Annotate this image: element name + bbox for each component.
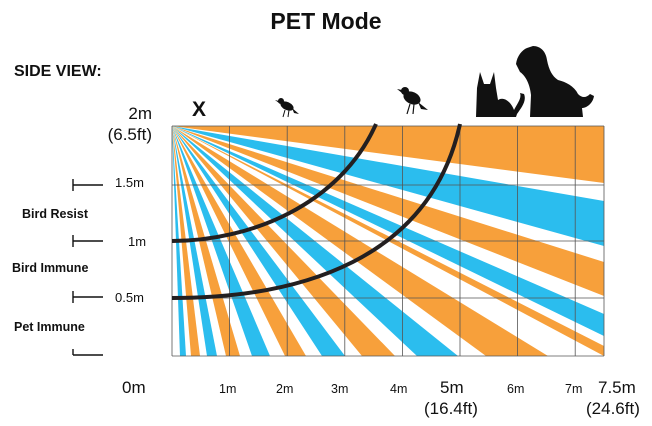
height-tick-label: 1.5m (115, 175, 144, 190)
detection-beam (172, 126, 604, 336)
zone-label-bird-immune: Bird Immune (12, 261, 89, 275)
x-end-label: 7.5m (598, 378, 636, 397)
x-tick-label-5m: 5m (440, 378, 464, 397)
scale-tick (72, 179, 103, 191)
height-tick-label: 0.5m (115, 290, 144, 305)
x-tick-label-5m-imperial: (16.4ft) (424, 399, 478, 418)
x-tick-label: 4m (390, 382, 408, 396)
zone-label-pet-immune: Pet Immune (14, 320, 85, 334)
dog-icon (516, 46, 594, 117)
x-origin-label: 0m (122, 378, 146, 397)
zone-label-bird-resist: Bird Resist (22, 207, 88, 221)
detection-beam (172, 126, 604, 296)
height-top-imperial-label: (6.5ft) (107, 125, 152, 144)
x-tick-label: 3m (331, 382, 349, 396)
side-view-label: SIDE VIEW: (14, 63, 102, 80)
detection-curve-near (171, 123, 378, 243)
detection-curves (171, 123, 462, 300)
scale-tick (72, 349, 103, 356)
height-top-label: 2m (128, 104, 152, 123)
x-tick-label: 2m (276, 382, 294, 396)
grid-lines (171, 125, 605, 357)
page-title: PET Mode (270, 8, 382, 34)
scale-tick (72, 235, 103, 247)
bird-icon (397, 87, 428, 115)
height-tick-label: 1m (128, 234, 147, 249)
x-tick-label: 6m (507, 382, 525, 396)
detection-curve-far (171, 123, 462, 300)
scale-tick (72, 291, 103, 303)
detection-beam (172, 126, 604, 183)
x-tick-label: 7m (565, 382, 583, 396)
scale-ticks (72, 179, 103, 356)
bird-icon (275, 98, 299, 118)
cat-icon (476, 72, 525, 117)
detection-beam (172, 126, 604, 246)
x-tick-label: 1m (219, 382, 237, 396)
x-end-imperial-label: (24.6ft) (586, 399, 640, 418)
x-marker: X (192, 98, 207, 121)
